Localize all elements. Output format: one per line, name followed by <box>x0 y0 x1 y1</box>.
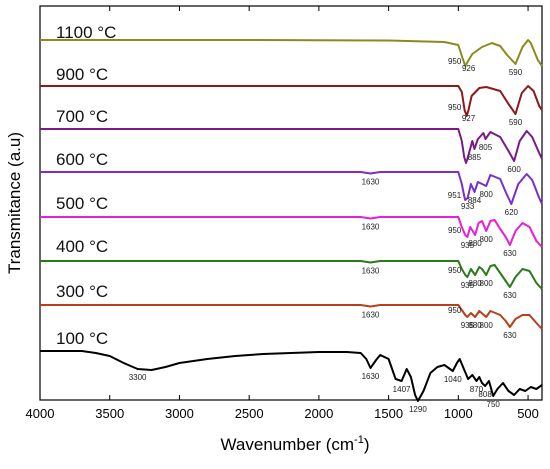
peak-annotation: 1630 <box>362 178 380 187</box>
peak-annotation: 950 <box>448 306 462 315</box>
peak-annotation: 800 <box>480 235 494 244</box>
series-label: 900 °C <box>56 65 108 84</box>
x-axis-title-sup: -1 <box>354 434 364 446</box>
x-tick-label: 2000 <box>304 406 333 421</box>
series-label: 300 °C <box>56 282 108 301</box>
x-tick-label: 1000 <box>444 406 473 421</box>
peak-annotation: 884 <box>468 196 482 205</box>
peak-annotation: 590 <box>509 118 523 127</box>
peak-annotation: 630 <box>503 331 517 340</box>
y-axis-title: Transmitance (a.u) <box>5 132 24 274</box>
x-axis-title-main: Wavenumber (cm <box>221 435 355 454</box>
x-tick-label: 3500 <box>95 406 124 421</box>
x-axis-title: Wavenumber (cm-1) <box>221 434 370 454</box>
peak-annotation: 933 <box>461 202 475 211</box>
peak-annotation: 800 <box>480 321 494 330</box>
peak-annotation: 1407 <box>393 385 411 394</box>
peak-annotation: 927 <box>462 114 476 123</box>
peak-annotation: 3300 <box>129 373 147 382</box>
peak-annotation: 630 <box>503 249 517 258</box>
peak-annotation: 590 <box>509 68 523 77</box>
series-label: 600 °C <box>56 150 108 169</box>
peak-annotation: 926 <box>462 64 476 73</box>
peak-annotation: 950 <box>448 57 462 66</box>
x-tick-label: 500 <box>517 406 539 421</box>
series-line <box>40 128 543 164</box>
peak-annotation: 620 <box>505 208 519 217</box>
peak-annotation: 870 <box>470 385 484 394</box>
series-label: 500 °C <box>56 194 108 213</box>
peak-annotation: 1290 <box>409 405 427 414</box>
series-label: 400 °C <box>56 237 108 256</box>
peak-annotation: 600 <box>507 165 521 174</box>
peak-annotation: 750 <box>487 400 501 409</box>
series-line <box>40 85 543 117</box>
peak-annotation: 880 <box>468 239 482 248</box>
peak-annotation: 1630 <box>362 311 380 320</box>
series-line <box>40 171 543 205</box>
peak-annotation: 808 <box>478 390 492 399</box>
peak-annotation: 880 <box>468 279 482 288</box>
series-line <box>40 39 543 67</box>
series-label: 100 °C <box>56 329 108 348</box>
peak-annotation: 880 <box>468 321 482 330</box>
x-tick-label: 1500 <box>374 406 403 421</box>
peak-annotation: 950 <box>448 226 462 235</box>
peak-annotation: 935 <box>461 241 475 250</box>
peak-annotation: 1040 <box>444 375 462 384</box>
peak-annotation: 935 <box>461 321 475 330</box>
x-axis-title-tail: ) <box>364 435 370 454</box>
x-axis-ticks: 4000 3500 3000 2500 2000 1500 1000 500 <box>26 6 539 421</box>
series-label: 700 °C <box>56 107 108 126</box>
peak-annotation: 1630 <box>362 372 380 381</box>
series-line <box>40 216 543 248</box>
peak-annotation: 935 <box>461 281 475 290</box>
peak-annotation: 950 <box>448 266 462 275</box>
peak-annotation: 800 <box>480 279 494 288</box>
series-line <box>40 260 543 290</box>
peak-annotation: 800 <box>480 190 494 199</box>
peak-annotation: 1630 <box>362 223 380 232</box>
peak-annotation: 630 <box>503 291 517 300</box>
x-tick-label: 4000 <box>26 406 55 421</box>
peak-annotation: 951 <box>448 191 462 200</box>
x-tick-label: 2500 <box>235 406 264 421</box>
x-tick-label: 3000 <box>165 406 194 421</box>
peak-annotation: 885 <box>468 153 482 162</box>
series-line <box>40 304 543 330</box>
peak-annotation: 1630 <box>362 267 380 276</box>
peak-annotation: 805 <box>479 143 493 152</box>
peak-annotation: 950 <box>448 103 462 112</box>
series-line <box>40 350 543 402</box>
series-label: 1100 °C <box>56 23 116 42</box>
